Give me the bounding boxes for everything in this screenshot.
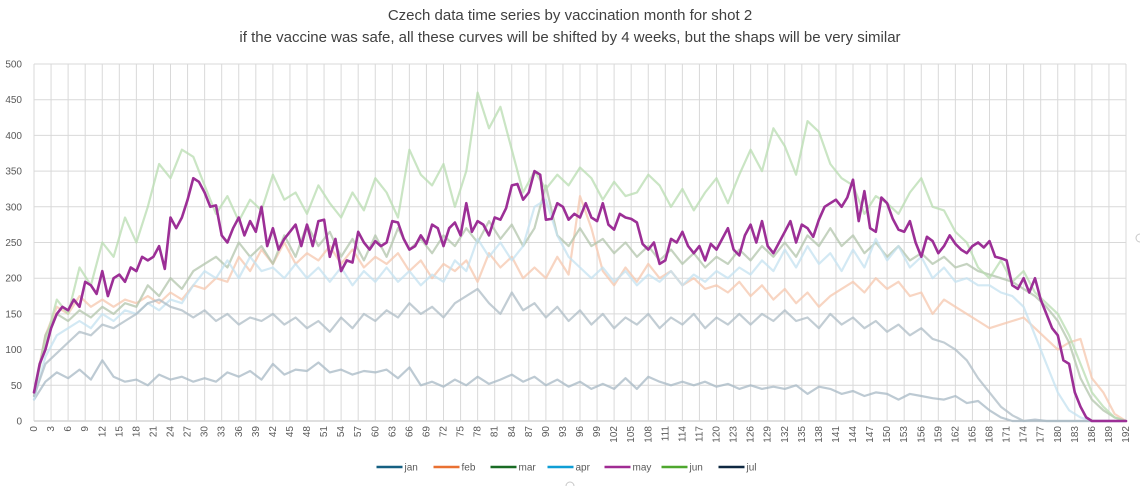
x-tick-label: 33 bbox=[217, 426, 228, 438]
x-tick-label: 75 bbox=[456, 426, 467, 438]
series-line-mar bbox=[32, 184, 1128, 423]
x-tick-label: 120 bbox=[712, 426, 723, 443]
x-tick-label: 24 bbox=[166, 426, 177, 438]
x-tick-label: 189 bbox=[1104, 426, 1115, 443]
x-tick-label: 111 bbox=[660, 426, 671, 442]
y-tick-label: 450 bbox=[5, 95, 22, 106]
legend: jan feb mar apr may jun jul bbox=[376, 463, 757, 474]
resize-handle-bottom[interactable] bbox=[565, 481, 575, 486]
series-line-jun bbox=[32, 91, 1128, 423]
legend-label-jun: jun bbox=[689, 463, 703, 474]
x-tick-label: 72 bbox=[439, 426, 450, 438]
x-tick-label: 126 bbox=[746, 426, 757, 443]
x-tick-label: 66 bbox=[404, 426, 415, 438]
x-tick-label: 57 bbox=[353, 426, 364, 438]
x-tick-label: 42 bbox=[268, 426, 279, 438]
x-tick-label: 147 bbox=[865, 426, 876, 443]
x-tick-label: 132 bbox=[780, 426, 791, 443]
y-tick-label: 200 bbox=[5, 274, 22, 285]
gridlines bbox=[33, 63, 1127, 422]
x-tick-label: 150 bbox=[882, 426, 893, 443]
x-tick-label: 12 bbox=[97, 426, 108, 438]
x-tick-label: 30 bbox=[200, 426, 211, 438]
x-tick-label: 162 bbox=[950, 426, 961, 443]
x-tick-label: 186 bbox=[1087, 426, 1098, 443]
x-tick-label: 60 bbox=[370, 426, 381, 438]
x-tick-label: 168 bbox=[985, 426, 996, 443]
legend-label-mar: mar bbox=[519, 463, 537, 474]
x-tick-label: 177 bbox=[1036, 426, 1047, 443]
x-tick-label: 129 bbox=[763, 426, 774, 443]
x-tick-label: 6 bbox=[63, 426, 74, 432]
chart-subtitle: if the vaccine was safe, all these curve… bbox=[239, 29, 900, 46]
y-tick-label: 100 bbox=[5, 345, 22, 356]
legend-label-apr: apr bbox=[576, 463, 591, 474]
y-tick-label: 0 bbox=[16, 417, 22, 428]
y-tick-label: 500 bbox=[5, 60, 22, 71]
x-axis-ticks: 0 3 6 9 12 15 18 21 24 27 30 33 36 39 42 45 48 51 54 57 60 63… bbox=[29, 426, 1132, 443]
x-tick-label: 144 bbox=[848, 426, 859, 443]
x-tick-label: 93 bbox=[558, 426, 569, 438]
x-tick-label: 54 bbox=[336, 426, 347, 438]
x-tick-label: 87 bbox=[524, 426, 535, 438]
x-tick-label: 51 bbox=[319, 426, 330, 438]
y-tick-label: 250 bbox=[5, 238, 22, 249]
x-tick-label: 105 bbox=[626, 426, 637, 443]
resize-handle-right[interactable] bbox=[1135, 233, 1140, 243]
chart-title: Czech data time series by vaccination mo… bbox=[388, 7, 752, 24]
x-tick-label: 180 bbox=[1053, 426, 1064, 443]
x-tick-label: 78 bbox=[473, 426, 484, 438]
legend-label-jul: jul bbox=[746, 463, 757, 474]
x-tick-label: 81 bbox=[490, 426, 501, 438]
x-tick-label: 84 bbox=[507, 426, 518, 438]
x-tick-label: 90 bbox=[541, 426, 552, 438]
x-tick-label: 63 bbox=[387, 426, 398, 438]
x-tick-label: 9 bbox=[80, 426, 91, 432]
x-tick-label: 135 bbox=[797, 426, 808, 443]
x-tick-label: 123 bbox=[729, 426, 740, 443]
x-tick-label: 183 bbox=[1070, 426, 1081, 443]
x-tick-label: 39 bbox=[251, 426, 262, 438]
x-tick-label: 102 bbox=[609, 426, 620, 443]
x-tick-label: 159 bbox=[933, 426, 944, 443]
legend-label-jan: jan bbox=[404, 463, 418, 474]
x-tick-label: 174 bbox=[1019, 426, 1030, 443]
y-axis-ticks: 0 50 100 150 200 250 300 350 400 450 500 bbox=[5, 60, 22, 428]
x-tick-label: 48 bbox=[302, 426, 313, 438]
x-tick-label: 0 bbox=[29, 426, 40, 432]
x-tick-label: 141 bbox=[831, 426, 842, 443]
series-line-may bbox=[32, 169, 1128, 423]
x-tick-label: 69 bbox=[421, 426, 432, 438]
x-tick-label: 108 bbox=[643, 426, 654, 443]
x-tick-label: 114 bbox=[677, 426, 688, 442]
y-tick-label: 150 bbox=[5, 309, 22, 320]
series-line-jul bbox=[32, 287, 1128, 423]
x-tick-label: 45 bbox=[285, 426, 296, 438]
x-tick-label: 18 bbox=[131, 426, 142, 438]
series-line-jan bbox=[32, 359, 1128, 423]
y-tick-label: 50 bbox=[11, 381, 23, 392]
x-tick-label: 138 bbox=[814, 426, 825, 443]
legend-label-may: may bbox=[633, 463, 652, 474]
x-tick-label: 153 bbox=[899, 426, 910, 443]
x-tick-label: 99 bbox=[592, 426, 603, 438]
x-tick-label: 96 bbox=[575, 426, 586, 438]
series-lines bbox=[32, 91, 1128, 423]
series-line-apr bbox=[32, 198, 1128, 423]
legend-label-feb: feb bbox=[462, 463, 476, 474]
x-tick-label: 15 bbox=[114, 426, 125, 438]
x-tick-label: 171 bbox=[1002, 426, 1013, 443]
x-tick-label: 156 bbox=[916, 426, 927, 443]
y-tick-label: 400 bbox=[5, 131, 22, 142]
y-tick-label: 300 bbox=[5, 202, 22, 213]
x-tick-label: 36 bbox=[234, 426, 245, 438]
y-tick-label: 350 bbox=[5, 167, 22, 178]
x-tick-label: 3 bbox=[46, 426, 57, 432]
x-tick-label: 27 bbox=[183, 426, 194, 438]
x-tick-label: 192 bbox=[1121, 426, 1132, 443]
x-tick-label: 165 bbox=[967, 426, 978, 443]
x-tick-label: 117 bbox=[694, 426, 705, 442]
x-tick-label: 21 bbox=[148, 426, 159, 438]
